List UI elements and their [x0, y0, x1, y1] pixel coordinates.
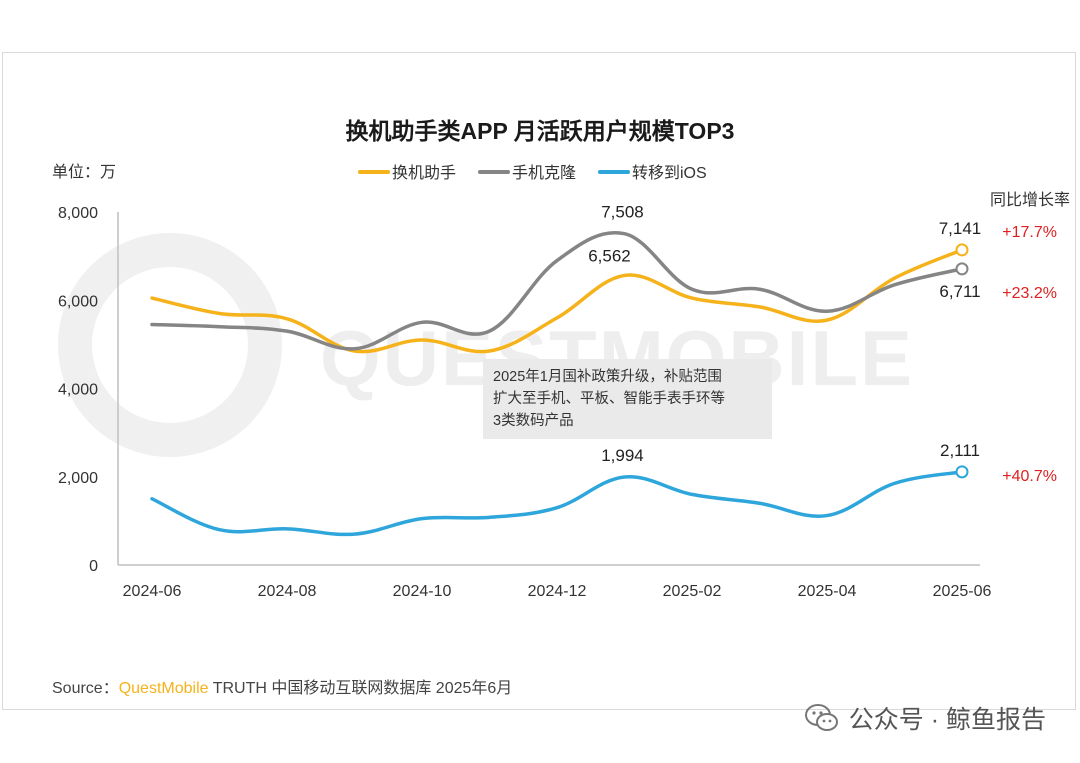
- y-tick-label: 8,000: [58, 205, 98, 222]
- y-tick-label: 0: [89, 558, 98, 575]
- x-tick-label: 2024-06: [123, 583, 182, 600]
- annotation-line: 3类数码产品: [493, 412, 574, 429]
- wechat-icon: [804, 704, 838, 731]
- footer-text: 公众号 · 鲸鱼报告: [848, 706, 1046, 734]
- series-line-转移到iOS: [150, 470, 964, 537]
- axes: 0 2,000 4,000 6,000 8,000 2024-06 2024-08 2024-…: [58, 205, 992, 600]
- source-prefix: Source：: [52, 680, 119, 697]
- growth-rate-label: +17.7%: [1002, 224, 1057, 241]
- end-marker: [955, 262, 969, 276]
- data-label: 1,994: [601, 446, 644, 465]
- x-tick-label: 2024-08: [258, 583, 317, 600]
- y-tick-label: 2,000: [58, 470, 98, 487]
- source-rest: TRUTH 中国移动互联网数据库 2025年6月: [208, 680, 513, 697]
- data-label: 2,111: [940, 441, 980, 460]
- series-line-手机克隆: [150, 230, 964, 351]
- x-tick-label: 2025-06: [933, 583, 992, 600]
- chart-title: 换机助手类APP 月活跃用户规模TOP3: [346, 118, 735, 144]
- x-tick-label: 2025-04: [798, 583, 857, 600]
- x-tick-label: 2024-10: [393, 583, 452, 600]
- end-marker: [955, 465, 969, 479]
- annotation-background: [483, 359, 772, 439]
- y-tick-label: 4,000: [58, 382, 98, 399]
- legend-label: 换机助手: [392, 164, 456, 182]
- legend-label: 转移到iOS: [632, 164, 707, 182]
- x-tick-label: 2025-02: [663, 583, 722, 600]
- data-label: 7,508: [601, 203, 644, 222]
- data-labels: 6,562 7,141 7,508 6,711 1,994 2,111 +17.7% +23.…: [588, 203, 1057, 485]
- growth-rate-label: +40.7%: [1002, 468, 1057, 485]
- source-note: Source：QuestMobile TRUTH 中国移动互联网数据库 2025…: [52, 674, 512, 698]
- x-tick-label: 2024-12: [528, 583, 587, 600]
- unit-label: 单位：万: [52, 163, 116, 181]
- data-label: 6,562: [588, 246, 631, 265]
- wechat-footer: 公众号 · 鲸鱼报告: [804, 700, 1046, 736]
- legend-label: 手机克隆: [512, 164, 576, 182]
- end-marker: [955, 243, 969, 257]
- y-tick-label: 6,000: [58, 293, 98, 310]
- annotation-line: 扩大至手机、平板、智能手表手环等: [493, 389, 725, 407]
- source-brand: QuestMobile: [118, 680, 209, 697]
- series-layer: [150, 230, 969, 537]
- growth-rate-label: +23.2%: [1002, 285, 1057, 302]
- watermark: QUESTMOBILE: [58, 233, 912, 457]
- series-line-换机助手: [150, 248, 964, 354]
- data-label: 7,141: [939, 219, 982, 238]
- annotation-line: 2025年1月国补政策升级，补贴范围: [493, 368, 722, 385]
- watermark-ring: [58, 233, 282, 457]
- legend: 换机助手 手机克隆 转移到iOS: [358, 164, 707, 182]
- yoy-header: 同比增长率: [990, 191, 1070, 209]
- data-label: 6,711: [939, 282, 980, 301]
